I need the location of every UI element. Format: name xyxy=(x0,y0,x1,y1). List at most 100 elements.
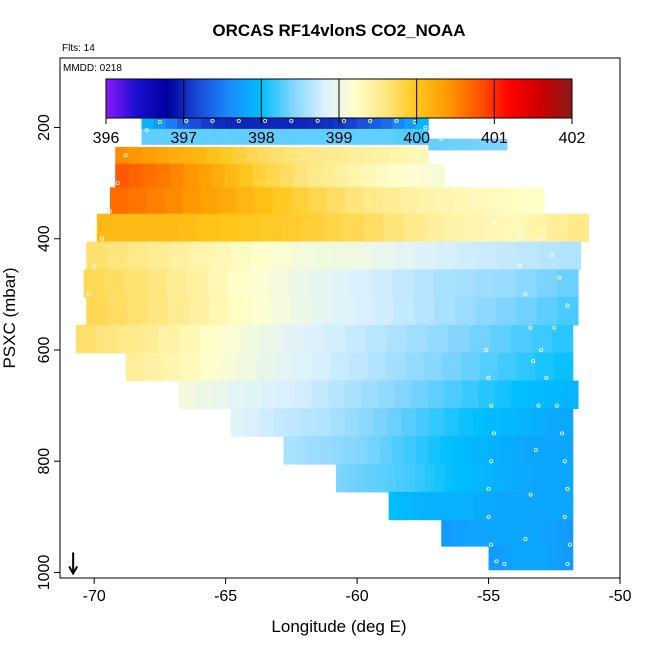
heatmap-cell xyxy=(169,163,185,188)
heatmap-cell xyxy=(543,463,554,493)
heatmap-cell xyxy=(388,146,403,165)
heatmap-cell xyxy=(533,463,544,493)
heatmap-cell xyxy=(475,297,497,326)
track-point xyxy=(144,128,149,133)
heatmap-cell xyxy=(497,138,501,151)
heatmap-cell xyxy=(392,269,414,298)
heatmap-cell xyxy=(237,352,257,382)
heatmap-cell xyxy=(345,463,357,493)
heatmap-cell xyxy=(565,491,574,521)
heatmap-cell xyxy=(424,213,446,243)
heatmap-cell xyxy=(238,163,253,188)
heatmap-cell xyxy=(431,138,436,151)
heatmap-cell xyxy=(316,408,332,437)
heatmap-cell xyxy=(561,380,579,409)
flights-label: Flts: 14 xyxy=(62,43,95,54)
heatmap-cell xyxy=(534,546,539,571)
heatmap-cell xyxy=(503,463,515,493)
heatmap-cell xyxy=(562,546,567,571)
track-point xyxy=(394,118,399,123)
heatmap-cell xyxy=(516,297,538,326)
x-tick-label: -55 xyxy=(477,588,500,605)
heatmap-cell xyxy=(362,146,377,165)
heatmap-cell xyxy=(483,138,488,151)
heatmap-cell xyxy=(488,491,497,521)
heatmap-cell xyxy=(444,408,460,437)
heatmap-cell xyxy=(464,463,475,493)
heatmap-cell xyxy=(557,269,579,298)
heatmap-cell xyxy=(303,324,325,354)
heatmap-cell xyxy=(559,241,582,270)
heatmap-cell xyxy=(387,408,403,437)
heatmap-cell xyxy=(539,519,546,547)
heatmap-cell xyxy=(296,128,310,145)
heatmap-cell xyxy=(465,491,474,521)
x-tick-label: -60 xyxy=(346,588,369,605)
heatmap-cell xyxy=(392,128,405,145)
heatmap-cell xyxy=(311,380,329,409)
heatmap-cell xyxy=(471,187,491,215)
heatmap-cell xyxy=(464,138,469,151)
heatmap-cell xyxy=(293,352,313,382)
heatmap-cell xyxy=(449,491,459,521)
heatmap-cell xyxy=(272,187,292,215)
heatmap-cell xyxy=(389,163,404,188)
heatmap-cell xyxy=(391,436,405,465)
heatmap-cell xyxy=(407,324,429,354)
heatmap-cell xyxy=(237,128,250,145)
heatmap-cell xyxy=(428,436,441,465)
heatmap-cell xyxy=(158,213,180,243)
heatmap-cell xyxy=(547,213,569,243)
heatmap-cell xyxy=(381,187,400,215)
track-point xyxy=(544,375,549,380)
heatmap-cell xyxy=(403,436,417,465)
heatmap-cell xyxy=(537,546,542,571)
heatmap-cell xyxy=(500,436,514,465)
heatmap-cell xyxy=(254,187,274,215)
heatmap-cell xyxy=(104,269,126,298)
heatmap-cell xyxy=(320,163,335,188)
heatmap-cell xyxy=(158,324,180,354)
heatmap-cell xyxy=(557,297,579,326)
heatmap-cell xyxy=(542,491,551,521)
heatmap-cell xyxy=(211,380,229,409)
heatmap-cell xyxy=(182,187,201,215)
heatmap-cell xyxy=(405,463,416,493)
heatmap-cell xyxy=(265,163,281,188)
heatmap-cell xyxy=(493,138,498,151)
heatmap-cell xyxy=(569,546,574,571)
heatmap-cell xyxy=(523,546,528,571)
heatmap-cell xyxy=(472,408,488,437)
heatmap-cell xyxy=(290,187,310,215)
heatmap-cell xyxy=(375,146,390,165)
heatmap-cell xyxy=(220,324,243,354)
track-point xyxy=(315,118,320,123)
heatmap-cell xyxy=(461,380,479,409)
heatmap-cell xyxy=(311,352,332,382)
heatmap-cell xyxy=(441,519,448,547)
heatmap-cell xyxy=(434,463,446,493)
track-point xyxy=(100,236,105,241)
heatmap-cell xyxy=(375,163,390,188)
heatmap-cell xyxy=(284,128,298,145)
heatmap-cell xyxy=(516,546,521,571)
heatmap-cell xyxy=(146,187,165,215)
heatmap-cell xyxy=(474,519,481,547)
heatmap-cell xyxy=(492,546,497,571)
heatmap-cell xyxy=(86,241,108,270)
heatmap-cell xyxy=(495,491,505,521)
heatmap-cell xyxy=(411,491,420,521)
heatmap-cell xyxy=(561,519,568,547)
heatmap-cell xyxy=(326,187,346,215)
plot-frame xyxy=(59,57,621,579)
heatmap-cell xyxy=(478,380,496,409)
heatmap-cell xyxy=(356,128,369,145)
colorbar: 396 397 398 399 400 401 402 xyxy=(93,78,585,147)
heatmap-cell xyxy=(413,269,435,298)
track-point xyxy=(549,253,554,258)
heatmap-cell xyxy=(351,269,373,298)
heatmap-cell xyxy=(402,146,416,165)
track-point xyxy=(562,514,567,519)
heatmap-cell xyxy=(211,163,226,188)
heatmap-cell xyxy=(464,436,477,465)
